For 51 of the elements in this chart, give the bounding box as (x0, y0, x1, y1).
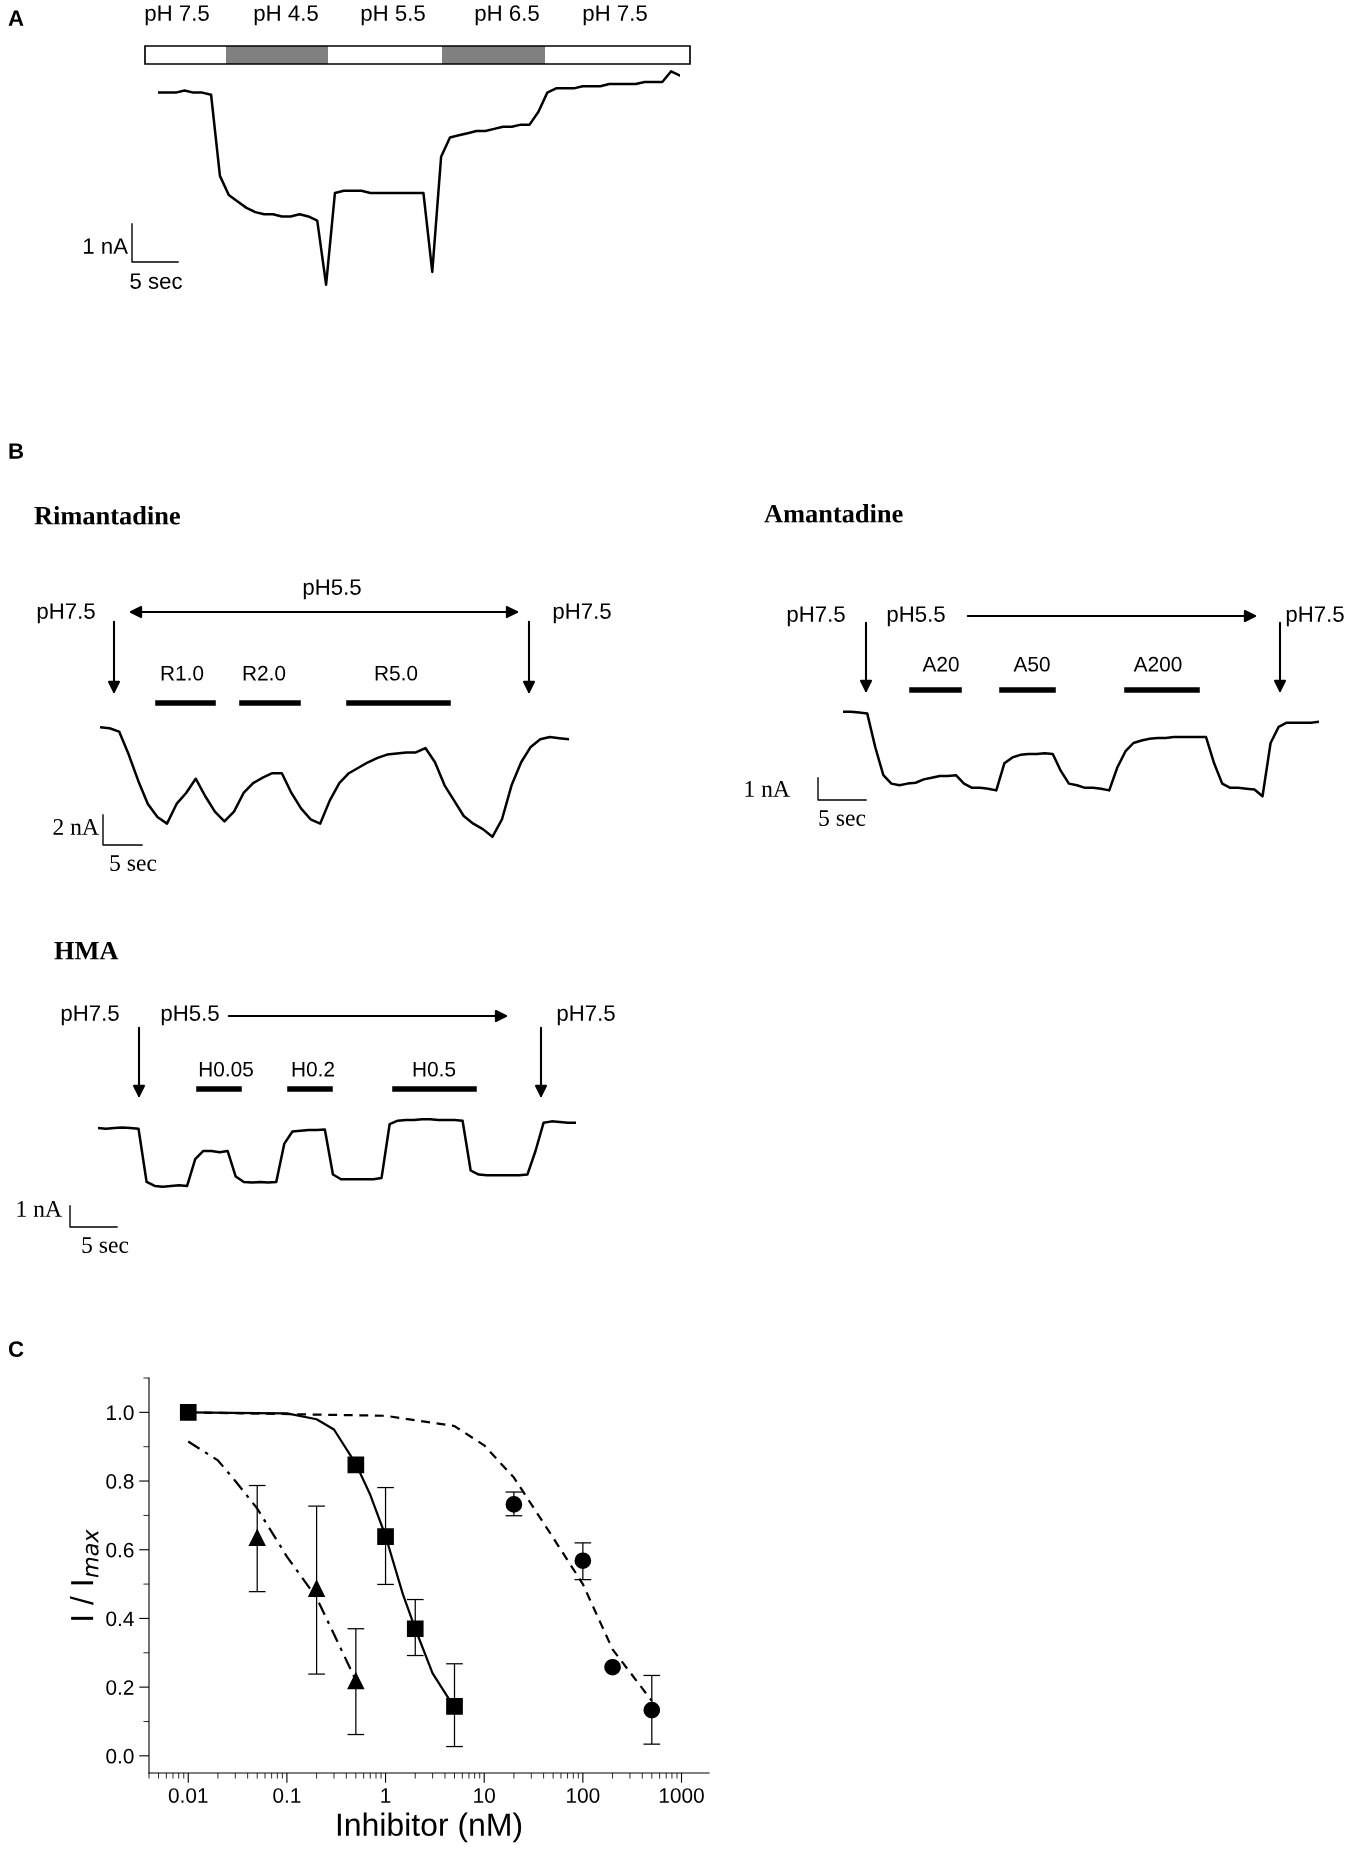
text: R2.0 (243, 665, 286, 681)
text: A50 (1013, 656, 1050, 672)
x-axis-title: Inhibitor (nM) (337, 1812, 522, 1843)
text: A (8, 10, 24, 26)
text: C (8, 1341, 24, 1357)
text: pH5.5 (887, 606, 945, 627)
text: H0.2 (292, 1061, 334, 1077)
annotation: 2 nA (53, 819, 99, 835)
text: pH5.5 (303, 579, 361, 600)
text: pH 6.5 (475, 5, 539, 26)
y-axis-title: I / I$_{max}$ (69, 1529, 99, 1620)
text: pH 7.5 (145, 5, 209, 26)
text: pH5.5 (161, 1005, 219, 1026)
x-tick-label: 0.1 (273, 1788, 301, 1803)
y-tick-label: 0.2 (106, 1680, 134, 1695)
text: 1 nA (745, 781, 790, 797)
text: pH7.5 (61, 1005, 119, 1026)
y-tick-label: 0.8 (106, 1474, 134, 1489)
y-tick-label: 0.0 (106, 1748, 134, 1764)
text: pH 4.5 (254, 5, 318, 26)
text: H0.05 (199, 1061, 253, 1077)
text: A20 (922, 656, 959, 672)
y-tick-label: 0.4 (106, 1611, 134, 1627)
chart-title: Rimantadine (34, 506, 180, 525)
text: 5 sec (110, 855, 157, 871)
chart-title: HMA (54, 941, 119, 960)
text: pH7.5 (1286, 606, 1344, 627)
x-tick-label: 0.01 (168, 1788, 208, 1803)
text: pH 7.5 (583, 5, 647, 26)
text: A200 (1133, 656, 1182, 672)
y-tick-label: 1.0 (107, 1405, 134, 1421)
text: 1 nA (83, 238, 128, 254)
x-tick-label: 10 (474, 1788, 495, 1803)
x-tick-label: 1 (381, 1788, 391, 1803)
text: 5 sec (82, 1237, 129, 1253)
text: R1.0 (161, 665, 204, 681)
annotation: 5 sec (130, 273, 182, 289)
text: H0.5 (413, 1061, 456, 1077)
x-tick-label: 1000 (659, 1788, 704, 1803)
y-tick-label: 0.6 (106, 1542, 134, 1558)
text: pH 5.5 (361, 5, 425, 26)
text: pH7.5 (557, 1005, 615, 1026)
text: pH7.5 (787, 606, 845, 627)
text: R5.0 (375, 665, 418, 681)
text: pH7.5 (553, 603, 611, 624)
chart-title: Amantadine (764, 504, 903, 523)
text: 1 nA (17, 1201, 62, 1217)
text: pH7.5 (37, 603, 95, 624)
text: 5 sec (819, 810, 866, 826)
x-tick-label: 100 (567, 1788, 600, 1803)
text: B (9, 443, 24, 459)
